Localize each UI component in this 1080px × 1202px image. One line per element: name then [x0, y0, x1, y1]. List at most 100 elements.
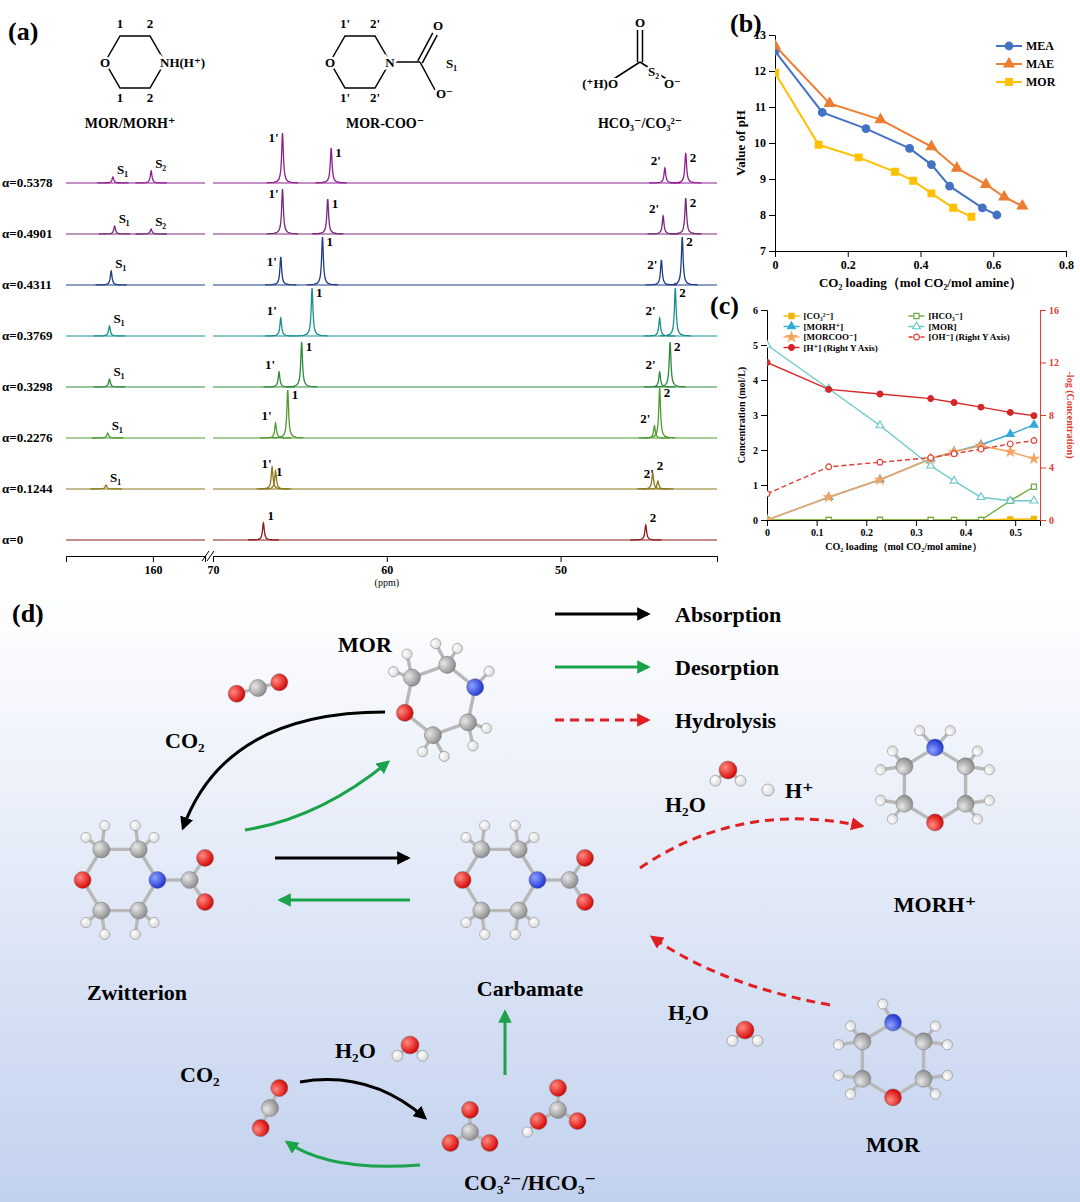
legend-label: Hydrolysis: [675, 708, 777, 733]
arrow: [555, 613, 648, 616]
atom-label: 2: [147, 16, 154, 31]
legend-label: MOR: [1026, 75, 1056, 89]
atom-label: O⁻: [664, 76, 681, 91]
x-tick-label: 0.6: [986, 258, 1001, 272]
data-point: [1007, 441, 1013, 447]
baseline: [66, 387, 205, 388]
y2-tick-label: 12: [1049, 357, 1059, 368]
atom: [417, 1050, 428, 1061]
atom: [149, 917, 159, 927]
peak-label: 2': [651, 153, 661, 168]
y2-tick: 4: [1040, 462, 1054, 473]
x-tick-label: 0.4: [914, 258, 929, 272]
data-point: [876, 421, 884, 428]
y-tick: 8: [760, 208, 775, 222]
atom-label: S₂: [648, 64, 659, 79]
peak-label: S₂: [155, 156, 166, 171]
atom-label: 2': [370, 90, 380, 105]
y-tick: 5: [753, 340, 767, 351]
atom: [577, 849, 594, 866]
x-tick-mark: [387, 556, 388, 562]
x-tick: 0.4: [914, 251, 929, 272]
legend-item: [CO₃²⁻]: [784, 311, 834, 321]
node-label: H₂O: [335, 1038, 376, 1063]
peak-label: 1: [332, 196, 339, 211]
legend-item: MEA: [996, 39, 1054, 53]
series-line: [767, 345, 1034, 501]
peak-label: 1: [335, 145, 342, 160]
atom: [81, 832, 91, 842]
atom: [752, 1035, 763, 1046]
atom-label: N: [385, 55, 395, 70]
data-point: [952, 517, 957, 520]
atom: [401, 1036, 419, 1054]
data-point: [815, 141, 822, 148]
node-label: MORH⁺: [894, 892, 977, 917]
atom: [834, 1040, 844, 1050]
atom: [457, 711, 479, 733]
molecule: [762, 784, 774, 796]
atom: [462, 1124, 479, 1141]
y-tick-label: 5: [753, 340, 758, 351]
atom: [461, 917, 471, 927]
y2-tick-label: 0: [1049, 515, 1054, 526]
legend-marker: [787, 332, 796, 341]
x-tick-label: 0: [765, 527, 770, 538]
y-tick: 1: [753, 480, 767, 491]
atom: [422, 724, 444, 746]
row-label: α=0.3298: [2, 379, 53, 394]
y2-tick: 8: [1040, 410, 1054, 421]
arrow: [280, 899, 410, 902]
y2-tick-mark: [1040, 520, 1046, 521]
atom: [984, 795, 994, 805]
data-point: [952, 517, 957, 520]
row-label: α=0.2276: [2, 430, 53, 445]
x-tick-mark: [866, 520, 867, 526]
atom: [149, 872, 166, 889]
peak: [286, 342, 317, 387]
atom: [480, 821, 490, 831]
peak-label: 1': [267, 303, 277, 318]
x-tick: 0.6: [986, 251, 1001, 272]
node-label: H⁺: [785, 778, 814, 803]
figure: (a)1212ONH(H⁺)MOR/MORH⁺1'2'1'2'ONOS₁O⁻MO…: [0, 0, 1080, 1202]
series-line: [775, 46, 1022, 206]
data-point: [826, 517, 831, 520]
x-axis-line: [67, 557, 206, 563]
atom: [942, 1070, 952, 1080]
y-tick-label: 1: [753, 480, 758, 491]
atom-label: 1: [117, 90, 124, 105]
data-point: [1006, 496, 1014, 503]
molecule: [876, 726, 995, 831]
data-point: [767, 515, 772, 520]
y-tick-label: 11: [755, 100, 766, 114]
peak-label: 2': [640, 411, 650, 426]
peak-label: S₁: [119, 211, 130, 226]
data-point: [892, 168, 899, 175]
x-axis-line: [776, 252, 1067, 258]
atom: [915, 726, 925, 736]
legend-marker: [1006, 79, 1013, 86]
data-point: [1031, 516, 1036, 520]
y-tick-label: 12: [754, 64, 766, 78]
x-tick-mark: [153, 556, 154, 562]
data-point: [928, 161, 936, 169]
node-label: Zwitterion: [87, 980, 187, 1005]
peak-label: 1': [268, 130, 278, 145]
node-label: Carbamate: [477, 976, 584, 1001]
baseline: [66, 438, 205, 439]
peak-label: 2: [690, 150, 697, 165]
y-tick-mark: [761, 415, 767, 416]
x-axis: 00.20.40.60.8: [773, 251, 1075, 272]
y-tick: 11: [755, 100, 775, 114]
atom-label: 2: [147, 90, 154, 105]
atom: [226, 683, 247, 704]
x-axis-line: [768, 521, 1041, 527]
y-tick: 10: [754, 136, 775, 150]
peak: [647, 216, 678, 234]
legend-label: [H⁺] (Right Y Axis): [804, 343, 878, 353]
peak-label: 2': [647, 257, 657, 272]
atom: [400, 648, 413, 661]
peak-label: 1': [261, 456, 271, 471]
data-point: [946, 182, 954, 190]
